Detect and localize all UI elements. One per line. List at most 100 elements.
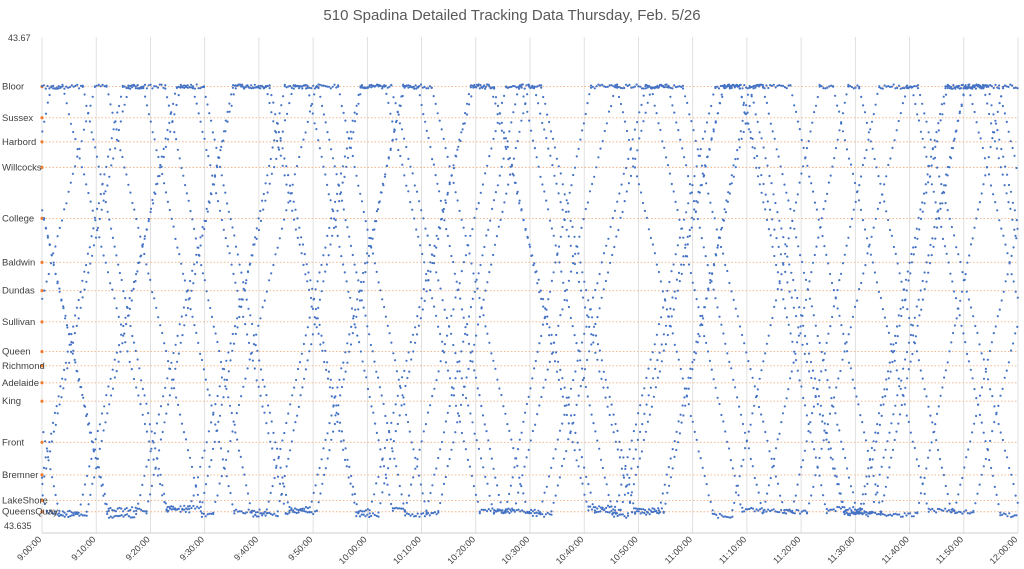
tracking-point: [637, 412, 640, 415]
tracking-point: [85, 264, 88, 267]
tracking-point: [459, 403, 463, 406]
tracking-point: [205, 290, 208, 293]
tracking-point: [764, 430, 767, 434]
tracking-point: [99, 85, 102, 88]
tracking-point: [524, 228, 527, 231]
tracking-point: [1012, 86, 1016, 90]
tracking-point: [220, 475, 223, 478]
tracking-point: [945, 252, 948, 255]
tracking-point: [705, 182, 708, 185]
tracking-point: [546, 368, 549, 371]
tracking-point: [122, 334, 125, 337]
tracking-point: [658, 83, 662, 87]
tracking-point: [448, 244, 451, 248]
tracking-point: [148, 423, 151, 426]
tracking-point: [41, 482, 44, 486]
tracking-point: [246, 367, 249, 370]
tracking-point: [851, 172, 855, 175]
tracking-point: [697, 332, 700, 336]
tracking-point: [965, 456, 968, 459]
tracking-point: [414, 326, 417, 329]
tracking-point: [991, 430, 994, 433]
tracking-point: [630, 491, 634, 494]
tracking-point: [147, 458, 150, 462]
tracking-point: [955, 501, 958, 504]
tracking-point: [101, 182, 104, 185]
tracking-point: [792, 306, 796, 309]
tracking-point: [992, 332, 995, 335]
tracking-point: [756, 83, 759, 86]
tracking-point: [419, 317, 422, 320]
tracking-point: [741, 87, 744, 90]
tracking-point: [877, 412, 881, 415]
tracking-point: [1007, 85, 1010, 88]
tracking-point: [995, 147, 999, 150]
tracking-point: [849, 367, 853, 370]
tracking-point: [271, 513, 274, 517]
tracking-point: [277, 455, 280, 458]
tracking-point: [96, 429, 99, 433]
tracking-point: [273, 166, 276, 169]
tracking-point: [936, 507, 940, 511]
tracking-point: [1001, 513, 1004, 516]
tracking-point: [627, 182, 631, 185]
tracking-point: [708, 359, 712, 362]
tracking-point: [494, 102, 497, 105]
tracking-point: [964, 341, 967, 344]
tracking-point: [415, 190, 419, 193]
tracking-point: [435, 513, 438, 516]
tracking-point: [231, 332, 234, 336]
tracking-point: [110, 227, 113, 230]
tracking-point: [676, 244, 679, 247]
tracking-point: [567, 422, 570, 425]
tracking-point: [184, 298, 187, 301]
tracking-point: [238, 510, 241, 513]
tracking-point: [153, 138, 156, 141]
tracking-point: [429, 261, 432, 264]
tracking-point: [130, 299, 133, 302]
tracking-point: [843, 139, 847, 142]
tracking-point: [669, 95, 672, 98]
tracking-point: [382, 402, 385, 405]
tracking-point: [244, 512, 247, 515]
tracking-point: [429, 491, 432, 495]
tracking-point: [174, 508, 177, 511]
tracking-point: [685, 394, 688, 397]
tracking-point: [614, 422, 617, 426]
tracking-point: [91, 209, 94, 212]
tracking-point: [727, 191, 730, 194]
tracking-point: [422, 512, 425, 515]
tracking-point: [426, 234, 429, 237]
tracking-point: [135, 512, 138, 516]
tracking-point: [971, 431, 974, 434]
tracking-point: [82, 128, 85, 131]
tracking-point: [492, 467, 495, 470]
tracking-point: [235, 84, 238, 87]
tracking-point: [984, 93, 987, 96]
tracking-point: [613, 515, 616, 518]
tracking-point: [982, 431, 985, 434]
tracking-point: [113, 509, 116, 512]
tracking-point: [482, 298, 485, 301]
tracking-point: [334, 414, 337, 417]
tracking-point: [612, 94, 615, 98]
tracking-point: [107, 93, 110, 96]
tracking-point: [328, 449, 331, 452]
tracking-point: [900, 403, 903, 407]
tracking-point: [395, 506, 398, 509]
tracking-point: [68, 332, 71, 335]
tracking-point: [896, 513, 899, 516]
tracking-point: [908, 261, 911, 264]
tracking-point: [253, 367, 256, 370]
x-tick-label: 10:00:00: [337, 534, 369, 564]
tracking-point: [295, 508, 298, 511]
tracking-point: [284, 493, 288, 496]
tracking-point: [303, 377, 306, 380]
tracking-point: [125, 323, 128, 326]
tracking-point: [865, 513, 868, 516]
tracking-point: [531, 510, 535, 513]
tracking-point: [985, 85, 988, 88]
tracking-point: [486, 332, 489, 335]
tracking-point: [845, 341, 848, 344]
tracking-point: [71, 172, 74, 175]
